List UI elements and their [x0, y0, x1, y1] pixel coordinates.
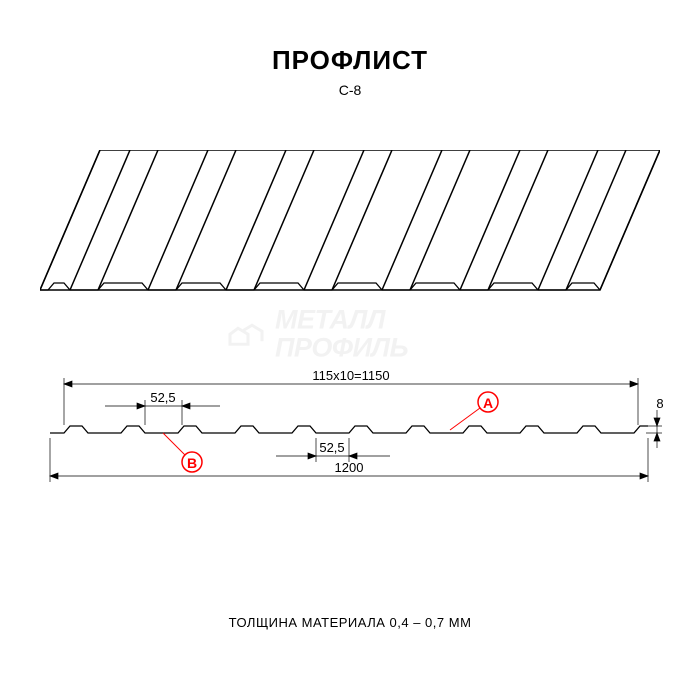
dim-top-width: 115x10=1150 — [312, 370, 389, 383]
watermark-text-2: ПРОФИЛЬ — [275, 332, 408, 362]
callout-b: B — [163, 433, 202, 472]
material-thickness-note: ТОЛЩИНА МАТЕРИАЛА 0,4 – 0,7 ММ — [0, 615, 700, 630]
callout-b-letter: B — [187, 455, 197, 471]
callout-a: A — [450, 392, 498, 430]
callout-a-letter: A — [483, 395, 493, 411]
product-code: С-8 — [0, 82, 700, 98]
dim-total-width: 1200 — [335, 460, 364, 475]
dim-pitch-bottom: 52,5 — [319, 440, 344, 455]
isometric-diagram — [40, 150, 660, 310]
dim-height: 8 — [656, 396, 663, 411]
cross-section-diagram: 115x10=1150 52,5 8 52,5 1200 — [30, 370, 670, 500]
page-title: ПРОФЛИСТ — [0, 0, 700, 76]
dim-pitch-top: 52,5 — [150, 390, 175, 405]
